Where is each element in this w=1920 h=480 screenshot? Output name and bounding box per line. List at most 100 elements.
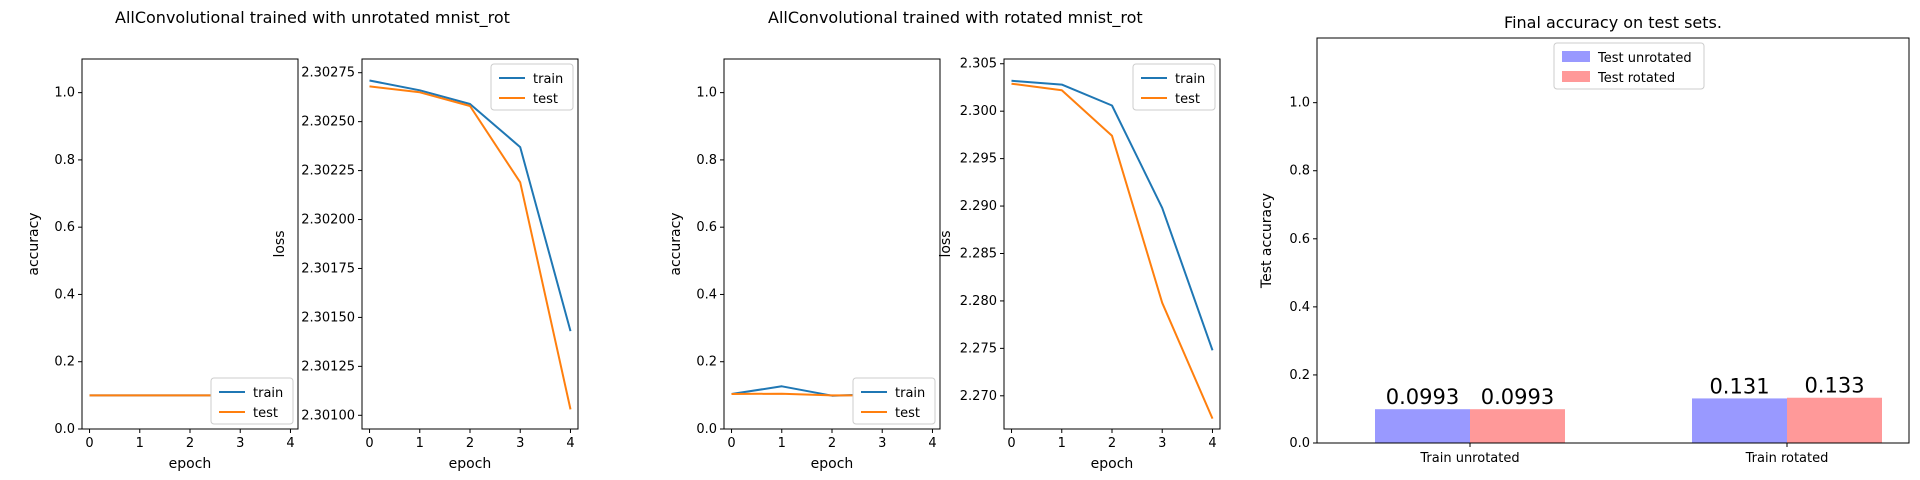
x-tick-label: 3 xyxy=(1158,436,1166,451)
y-tick-label: 2.280 xyxy=(960,294,997,309)
x-tick-label: 4 xyxy=(286,436,294,451)
legend: train test xyxy=(852,377,936,425)
plot-frame xyxy=(1316,37,1910,444)
loss_rot-chart: 2.270 2.275 2.280 2.285 2.290 2.295 2.300 2.305… xyxy=(938,57,1221,472)
acc_rot-chart: 0.0 0.2 0.4 0.6 0.8 1.0 0 1 2 3 4 epoch accuracy trai… xyxy=(668,58,941,472)
y-tick-label: 0.6 xyxy=(1289,232,1310,247)
y-axis-label: loss xyxy=(938,230,954,257)
y-tick-label: 0.0 xyxy=(1289,436,1310,451)
y-tick-label: 0.2 xyxy=(696,355,717,370)
x-tick-label: Train rotated xyxy=(1745,451,1829,466)
legend-label: Test rotated xyxy=(1597,71,1675,86)
acc_unrot-chart: 0.0 0.2 0.4 0.6 0.8 1.0 0 1 2 3 4 epoch accuracy trai… xyxy=(26,58,299,472)
x-tick-label: Train unrotated xyxy=(1419,451,1519,466)
y-tick-label: 2.30250 xyxy=(301,115,355,130)
x-tick-label: 2 xyxy=(828,436,836,451)
legend-label-train: train xyxy=(895,386,925,401)
chart-title: Final accuracy on test sets. xyxy=(1504,13,1722,32)
y-tick-label: 2.285 xyxy=(960,246,997,261)
y-tick-label: 2.30150 xyxy=(301,310,355,325)
y-tick-label: 0.8 xyxy=(1289,164,1310,179)
x-tick-label: 4 xyxy=(1208,436,1216,451)
y-tick-label: 0.0 xyxy=(696,422,717,437)
y-tick-label: 2.30175 xyxy=(301,261,355,276)
loss_unrot-chart: 2.30100 2.30125 2.30150 2.30175 2.30200 2.302… xyxy=(272,58,579,472)
y-tick-label: 2.300 xyxy=(960,104,997,119)
x-tick-label: 1 xyxy=(778,436,786,451)
plot-frame xyxy=(723,58,941,430)
y-tick-label: 2.30275 xyxy=(301,66,355,81)
legend-label: Test unrotated xyxy=(1597,51,1692,66)
bar xyxy=(1692,398,1787,443)
y-tick-label: 2.275 xyxy=(960,341,997,356)
legend-swatch xyxy=(1562,51,1590,62)
y-axis-label: accuracy xyxy=(26,212,42,275)
legend: Test unrotated Test rotated xyxy=(1553,42,1705,90)
y-tick-label: 2.290 xyxy=(960,199,997,214)
left-suptitle: AllConvolutional trained with unrotated … xyxy=(115,8,510,27)
x-tick-label: 4 xyxy=(566,436,574,451)
legend: train test xyxy=(490,63,574,111)
y-tick-label: 1.0 xyxy=(696,86,717,101)
bar-value-label: 0.133 xyxy=(1804,374,1864,398)
x-tick-label: 0 xyxy=(1007,436,1015,451)
legend-box xyxy=(210,377,294,425)
plot-frame xyxy=(81,58,299,430)
legend-box xyxy=(852,377,936,425)
x-tick-label: 3 xyxy=(236,436,244,451)
plot-frame xyxy=(1003,58,1221,430)
y-tick-label: 2.30125 xyxy=(301,359,355,374)
x-axis-label: epoch xyxy=(1091,456,1134,472)
x-tick-label: 3 xyxy=(516,436,524,451)
x-tick-label: 1 xyxy=(416,436,424,451)
series-line-test xyxy=(369,85,572,410)
x-tick-label: 1 xyxy=(136,436,144,451)
series-line-train xyxy=(1011,79,1214,351)
y-tick-label: 0.6 xyxy=(54,220,75,235)
legend-box xyxy=(1553,42,1705,90)
plot-frame xyxy=(361,58,579,430)
x-tick-label: 0 xyxy=(727,436,735,451)
series-line-test xyxy=(1011,82,1214,419)
x-tick-label: 4 xyxy=(928,436,936,451)
legend-label-test: test xyxy=(253,406,278,421)
y-tick-label: 0.4 xyxy=(54,287,75,302)
y-axis-label: Test accuracy xyxy=(1259,193,1275,289)
final_acc-chart: Final accuracy on test sets. 0.0993 0.131 0… xyxy=(1259,13,1910,466)
y-tick-label: 1.0 xyxy=(1289,96,1310,111)
y-tick-label: 2.30100 xyxy=(301,408,355,423)
x-tick-label: 2 xyxy=(1108,436,1116,451)
x-axis-label: epoch xyxy=(449,456,492,472)
legend: train test xyxy=(210,377,294,425)
y-axis-label: accuracy xyxy=(668,212,684,275)
y-axis-label: loss xyxy=(272,230,288,257)
bar xyxy=(1787,397,1882,443)
legend-box xyxy=(490,63,574,111)
x-tick-label: 2 xyxy=(466,436,474,451)
y-tick-label: 2.295 xyxy=(960,152,997,167)
y-tick-label: 0.4 xyxy=(1289,300,1310,315)
y-tick-label: 0.6 xyxy=(696,220,717,235)
legend-box xyxy=(1132,63,1216,111)
y-tick-label: 0.8 xyxy=(696,153,717,168)
y-tick-label: 0.2 xyxy=(1289,368,1310,383)
bar-value-label: 0.131 xyxy=(1709,374,1769,398)
x-axis-label: epoch xyxy=(169,456,212,472)
legend-label-train: train xyxy=(533,72,563,87)
bar-value-label: 0.0993 xyxy=(1481,385,1554,409)
y-tick-label: 0.8 xyxy=(54,153,75,168)
y-tick-label: 2.270 xyxy=(960,389,997,404)
legend: train test xyxy=(1132,63,1216,111)
bar xyxy=(1470,409,1565,443)
middle-suptitle: AllConvolutional trained with rotated mn… xyxy=(768,8,1143,27)
legend-label-test: test xyxy=(1175,92,1200,107)
y-tick-label: 1.0 xyxy=(54,86,75,101)
y-tick-label: 2.30200 xyxy=(301,213,355,228)
legend-label-train: train xyxy=(1175,72,1205,87)
x-tick-label: 0 xyxy=(365,436,373,451)
y-tick-label: 0.2 xyxy=(54,355,75,370)
series-line-train xyxy=(369,79,572,332)
y-tick-label: 0.0 xyxy=(54,422,75,437)
y-tick-label: 2.305 xyxy=(960,57,997,72)
